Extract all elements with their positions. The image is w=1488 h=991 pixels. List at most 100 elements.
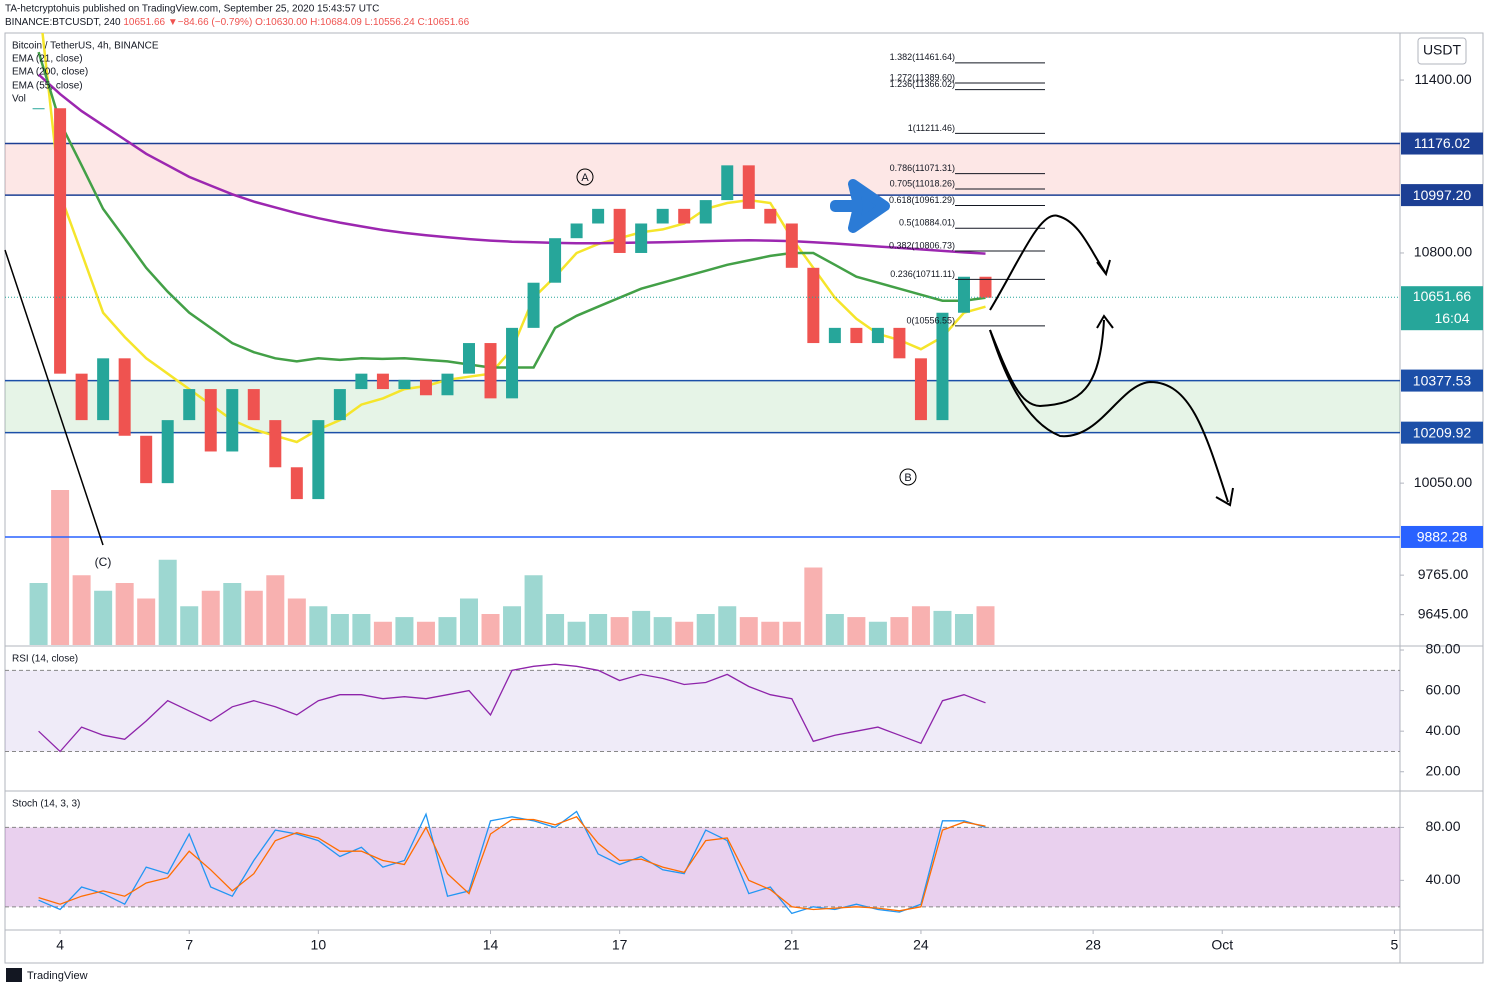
volume-bar [481,614,500,645]
candle [54,108,67,374]
candle [570,223,583,239]
volume-bar [933,610,952,645]
volume-bar [739,617,758,645]
volume-bar [675,621,694,645]
y-tick-label: 9645.00 [1418,605,1469,621]
volume-bar [804,567,823,645]
volume-bar [954,614,973,645]
candle [828,327,841,344]
volume-bar [266,575,285,645]
currency[interactable]: USDT [1423,42,1462,58]
y-tick-label: 40.00 [1425,722,1460,738]
change: ▼−84.66 (−0.79%) [168,17,252,28]
x-tick-label: 21 [784,937,800,953]
volume-bar [782,621,801,645]
volume-bar [459,598,478,645]
legend-item: Vol [12,94,26,105]
ema-line [37,73,986,255]
x-tick-label: 17 [612,937,628,953]
volume-bar [438,617,457,645]
fib-label: 0.786(11071.31) [890,163,955,173]
annotation: (C) [95,555,112,569]
annotation: A [581,172,589,184]
ohlc: O:10630.00 [255,17,308,28]
volume-bar [976,606,995,645]
legend-item: EMA (200, close) [12,67,88,78]
volume-bar [352,614,371,645]
x-tick-label: Oct [1211,937,1233,953]
level-label: 9882.28 [1417,529,1468,545]
volume-bar [761,621,780,645]
volume-bar [653,617,672,645]
candle [462,343,475,374]
ohlc: C:10651.66 [417,17,469,28]
fib-label: 0.236(10711.11) [890,269,955,279]
y-tick-label: 80.00 [1425,818,1460,834]
volume-bar [524,575,543,645]
volume-bar [416,621,435,645]
path [989,329,1229,503]
candle [979,276,992,298]
candle [936,312,949,421]
candle [333,389,346,421]
fib-label: 0.382(10806.73) [889,240,955,250]
volume-bar [567,621,586,645]
footer: TradingView [27,970,88,982]
indicator-pane [5,663,1400,753]
path [989,214,1106,311]
level-badge [1401,132,1483,155]
level-badge [1401,421,1483,444]
candle [118,358,131,436]
volume-bar [589,614,608,645]
volume-bar [503,606,522,645]
ohlc: L:10556.24 [365,17,415,28]
main-pane [5,33,1400,645]
x-tick-label: 14 [483,937,499,953]
pane-title: RSI (14, close) [12,654,78,665]
x-tick-label: 4 [56,937,64,953]
volume-bar [29,583,48,645]
countdown: 16:04 [1434,310,1469,326]
legend: Bitcoin / TetherUS, 4h, BINANCE EMA (21,… [12,41,159,105]
indicator-line [38,663,986,753]
candle [247,389,260,421]
y-tick-label: 40.00 [1425,871,1460,887]
band [5,827,1400,907]
volume-bar [244,590,263,645]
x-tick-label: 5 [1391,937,1399,953]
volume-bar [847,617,866,645]
legend-item: Bitcoin / TetherUS, 4h, BINANCE [12,41,159,52]
blue-arrow [830,179,890,233]
pane-title: Stoch (14, 3, 3) [12,799,80,810]
volume-bar [94,590,113,645]
candle [914,358,927,421]
candle [441,373,454,396]
volume-bar [610,617,629,645]
fib-label: 0.5(10884.01) [899,218,955,228]
currency-button[interactable] [1417,37,1467,65]
volume-bar [180,606,199,645]
candle [807,267,820,344]
arrowhead [1096,314,1114,329]
fib-label: 0.705(11018.26) [890,178,955,188]
volume-bar [158,559,177,645]
volume-bar [373,621,392,645]
candle [204,389,217,452]
candle [785,223,798,268]
level-badge [1401,184,1483,207]
candle [398,379,411,390]
candle [312,420,325,500]
legend-item: EMA (55, close) [12,81,83,92]
candle [742,165,755,209]
fib-label: 1.272(11389.60) [890,72,955,82]
level-label: 10377.53 [1413,372,1472,388]
fib-label: 0(10556.55) [906,315,955,325]
volume-bar [137,598,156,645]
volume-bar [201,590,220,645]
volume-bar [330,614,349,645]
candle [850,327,863,344]
y-tick-label: 10050.00 [1414,474,1473,490]
y-tick-label: 11400.00 [1414,71,1472,87]
candle [140,435,153,484]
